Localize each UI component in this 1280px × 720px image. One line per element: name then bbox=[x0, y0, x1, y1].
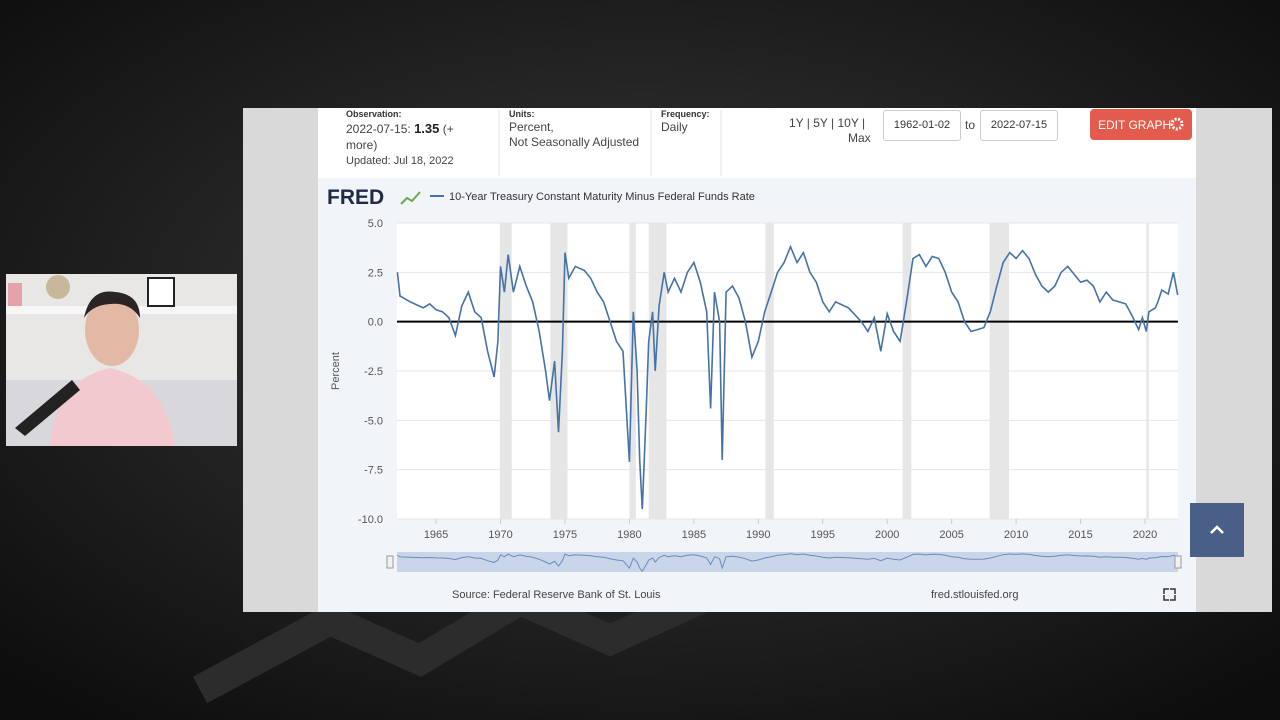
x-tick-label: 1995 bbox=[811, 529, 835, 541]
frame-decor bbox=[147, 277, 175, 307]
navigator bbox=[397, 552, 1178, 572]
logo-icon bbox=[400, 191, 421, 205]
y-tick-label: -10.0 bbox=[358, 514, 383, 526]
x-tick-label: 1990 bbox=[746, 529, 770, 541]
x-tick-label: 2005 bbox=[939, 529, 963, 541]
frequency-label: Frequency: bbox=[661, 109, 710, 119]
x-tick-label: 1985 bbox=[682, 529, 706, 541]
webcam bbox=[6, 274, 237, 446]
y-tick-label: 2.5 bbox=[368, 267, 383, 279]
edit-graph-label[interactable]: EDIT GRAPH bbox=[1098, 118, 1171, 132]
frequency: Daily bbox=[661, 120, 688, 134]
face bbox=[85, 294, 139, 366]
legend-label: 10-Year Treasury Constant Maturity Minus… bbox=[449, 191, 755, 203]
more-link[interactable]: (+ more) bbox=[346, 122, 454, 152]
observation: 2022-07-15: 1.35 (+ more) bbox=[346, 121, 476, 153]
x-tick-label: 1965 bbox=[424, 529, 448, 541]
units-label: Units: bbox=[509, 109, 535, 119]
navigator-handle bbox=[1174, 555, 1182, 569]
start-date-input[interactable]: 1962-01-02 bbox=[883, 110, 961, 141]
observation-value: 1.35 bbox=[414, 121, 440, 136]
url-text: fred.stlouisfed.org bbox=[931, 589, 1018, 601]
y-tick-label: -2.5 bbox=[364, 366, 383, 378]
scroll-top-button[interactable] bbox=[1190, 503, 1244, 557]
x-tick-label: 2000 bbox=[875, 529, 899, 541]
y-tick-label: -7.5 bbox=[364, 465, 383, 477]
microphone bbox=[15, 380, 80, 436]
decor bbox=[46, 275, 70, 299]
fred-logo: FRED bbox=[327, 186, 384, 209]
to-label: to bbox=[965, 118, 976, 132]
source-text: Source: Federal Reserve Bank of St. Loui… bbox=[452, 589, 661, 601]
updated: Updated: Jul 18, 2022 bbox=[346, 155, 454, 167]
x-tick-label: 1980 bbox=[617, 529, 641, 541]
y-axis-title: Percent bbox=[330, 352, 342, 390]
series-line bbox=[396, 244, 1179, 510]
decor bbox=[8, 283, 22, 306]
units-line: Not Seasonally Adjusted bbox=[509, 135, 640, 149]
caret-icon bbox=[1210, 525, 1224, 534]
x-tick-label: 1970 bbox=[488, 529, 512, 541]
observation-date: 2022-07-15: bbox=[346, 122, 411, 136]
y-tick-label: 5.0 bbox=[368, 218, 383, 230]
edit-graph-button[interactable] bbox=[1090, 109, 1192, 140]
x-tick-label: 2015 bbox=[1068, 529, 1092, 541]
x-tick-label: 2010 bbox=[1004, 529, 1028, 541]
y-tick-label: 0.0 bbox=[368, 317, 383, 329]
gear-icon bbox=[1170, 117, 1184, 131]
x-tick-label: 1975 bbox=[553, 529, 577, 541]
range-links[interactable]: 1Y | 5Y | 10Y | bbox=[789, 116, 866, 130]
shirt bbox=[50, 368, 175, 446]
navigator-handle bbox=[386, 555, 394, 569]
hair bbox=[84, 291, 140, 318]
end-date-input[interactable]: 2022-07-15 bbox=[980, 110, 1058, 141]
range-max[interactable]: Max bbox=[848, 131, 871, 145]
x-tick-label: 2020 bbox=[1133, 529, 1157, 541]
units-line: Percent, bbox=[509, 120, 554, 134]
fullscreen-icon[interactable] bbox=[1163, 588, 1176, 601]
background-decor bbox=[192, 576, 727, 704]
y-tick-label: -5.0 bbox=[364, 415, 383, 427]
navigator-line bbox=[397, 553, 1178, 573]
observation-label: Observation: bbox=[346, 109, 402, 119]
